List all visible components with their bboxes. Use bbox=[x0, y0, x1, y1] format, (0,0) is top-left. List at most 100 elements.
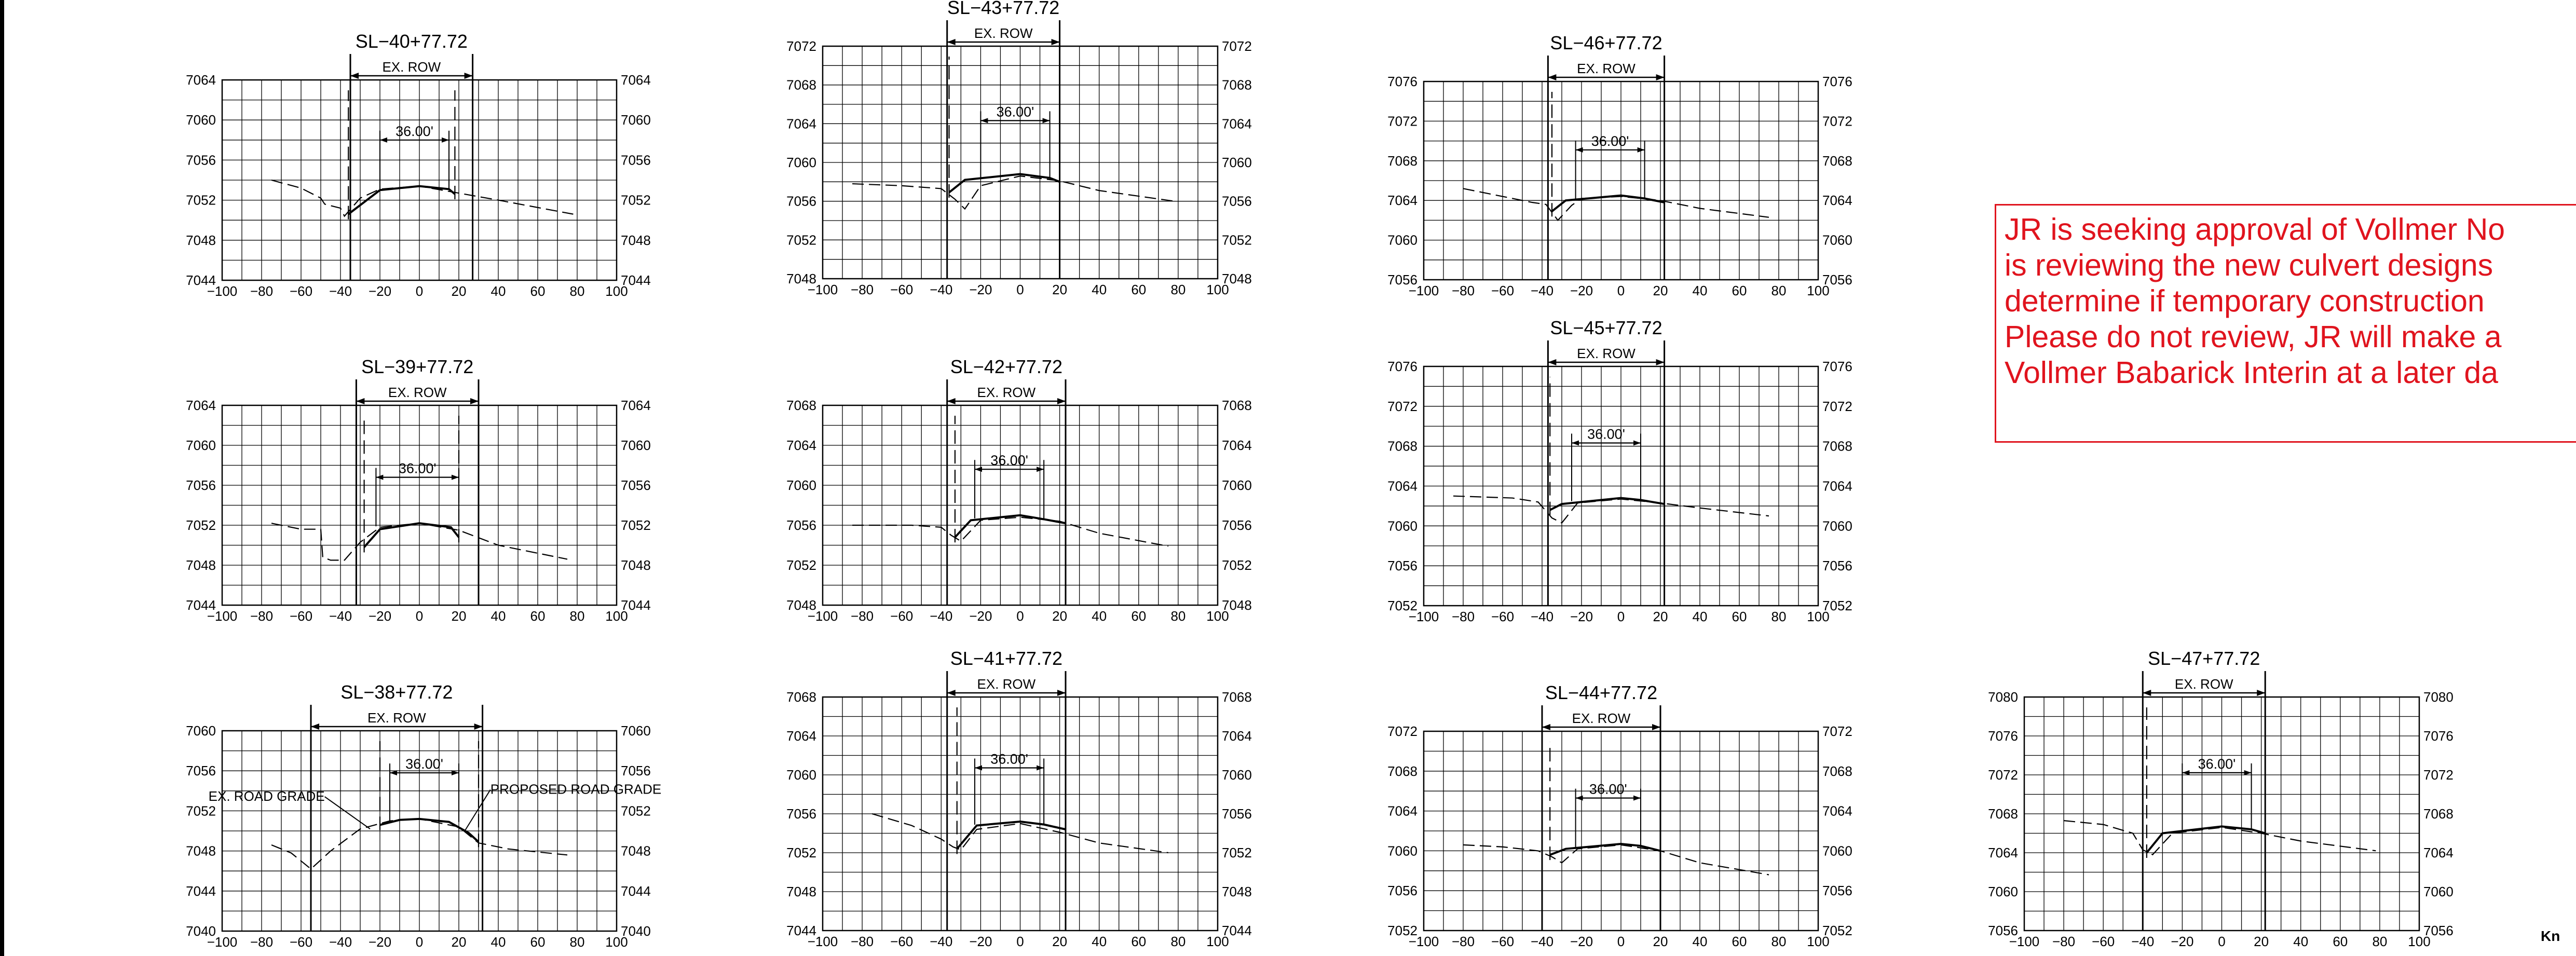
y-tick-label-left: 7072 bbox=[1387, 113, 1418, 129]
y-tick-label-right: 7064 bbox=[1822, 193, 1852, 208]
y-tick-label-right: 7072 bbox=[2423, 767, 2454, 783]
plot-frame bbox=[221, 79, 618, 281]
y-tick-label-left: 7060 bbox=[186, 723, 216, 739]
x-tick-label: 100 bbox=[1206, 608, 1229, 624]
y-tick-label-left: 7056 bbox=[1387, 272, 1418, 288]
x-tick-label: 60 bbox=[1732, 609, 1747, 624]
corner-label: Kn bbox=[2541, 928, 2560, 944]
y-tick-label-right: 7068 bbox=[1822, 439, 1852, 454]
y-tick-label-right: 7048 bbox=[621, 843, 651, 859]
x-tick-label: 0 bbox=[416, 283, 423, 299]
x-tick-label: −40 bbox=[329, 283, 352, 299]
y-tick-label-left: 7040 bbox=[186, 923, 216, 939]
x-tick-label: −20 bbox=[969, 934, 992, 949]
y-tick-label-left: 7068 bbox=[1387, 153, 1418, 169]
width-dimension-arrows bbox=[380, 137, 449, 143]
existing-ground-line bbox=[271, 818, 568, 870]
x-tick-label: 100 bbox=[1807, 934, 1829, 949]
y-tick-label-right: 7052 bbox=[621, 193, 651, 208]
cross-section-8: 7044 7044 7048 7048 7052 7052 7056 7056 7060 7060… bbox=[786, 648, 1252, 949]
x-tick-label: −40 bbox=[1531, 283, 1553, 298]
x-tick-label: −80 bbox=[1452, 283, 1475, 298]
width-dimension-arrows bbox=[980, 118, 1050, 124]
y-tick-label-left: 7068 bbox=[1387, 439, 1418, 454]
plot-frame bbox=[221, 404, 618, 606]
y-tick-label-right: 7060 bbox=[1222, 477, 1252, 493]
x-tick-label: 0 bbox=[1016, 282, 1024, 297]
y-tick-label-left: 7068 bbox=[1387, 763, 1418, 779]
x-tick-label: 60 bbox=[2333, 934, 2348, 949]
y-tick-label-right: 7064 bbox=[1222, 438, 1252, 453]
proposed-road-line bbox=[2146, 825, 2266, 854]
y-tick-label-left: 7052 bbox=[786, 557, 816, 573]
row-label: EX. ROW bbox=[2175, 676, 2233, 692]
proposed-road-line bbox=[948, 173, 1060, 194]
cross-section-1: 7044 7044 7048 7048 7052 7052 7056 7056 7060 7060… bbox=[186, 31, 651, 299]
x-tick-label: 100 bbox=[2408, 934, 2430, 949]
y-tick-label-right: 7052 bbox=[1822, 598, 1852, 613]
plot-frame bbox=[2023, 696, 2420, 932]
x-tick-label: −80 bbox=[1452, 609, 1475, 624]
y-tick-label-left: 7044 bbox=[786, 923, 816, 938]
cross-section-7: 7040 7040 7044 7044 7048 7048 7052 7052 7056 7056… bbox=[186, 681, 661, 950]
existing-ground-line bbox=[1453, 495, 1769, 524]
width-label: 36.00' bbox=[405, 756, 443, 772]
y-tick-label-right: 7060 bbox=[1222, 767, 1252, 783]
plot-frame bbox=[1423, 730, 1819, 932]
x-tick-label: −100 bbox=[808, 282, 838, 297]
y-tick-label-right: 7064 bbox=[1222, 116, 1252, 131]
x-tick-label: −40 bbox=[930, 608, 952, 624]
x-tick-label: −60 bbox=[1491, 609, 1514, 624]
y-tick-label-left: 7056 bbox=[786, 517, 816, 533]
proposed-road-line bbox=[954, 514, 1066, 538]
width-dimension-arrows bbox=[974, 765, 1044, 771]
y-tick-label-right: 7072 bbox=[1222, 38, 1252, 54]
x-tick-label: −40 bbox=[1531, 609, 1553, 624]
y-tick-label-right: 7052 bbox=[621, 517, 651, 533]
y-tick-label-right: 7080 bbox=[2423, 689, 2454, 705]
annotation-label: EX. ROAD GRADE bbox=[209, 788, 325, 804]
x-tick-label: 100 bbox=[1807, 609, 1829, 624]
y-tick-label-right: 7076 bbox=[2423, 728, 2454, 744]
y-tick-label-right: 7060 bbox=[1222, 155, 1252, 170]
x-tick-label: 0 bbox=[1016, 608, 1024, 624]
row-label: EX. ROW bbox=[367, 710, 426, 726]
x-tick-label: 80 bbox=[570, 608, 585, 624]
x-tick-label: −20 bbox=[2171, 934, 2193, 949]
y-tick-label-left: 7076 bbox=[1387, 74, 1418, 89]
y-tick-label-left: 7048 bbox=[786, 884, 816, 899]
y-tick-label-left: 7052 bbox=[1387, 598, 1418, 613]
section-title: SL−44+77.72 bbox=[1545, 682, 1657, 703]
x-tick-label: −40 bbox=[930, 282, 952, 297]
x-tick-label: −60 bbox=[290, 608, 312, 624]
existing-ground-line bbox=[852, 516, 1169, 547]
x-tick-label: 0 bbox=[416, 934, 423, 950]
y-tick-label-right: 7072 bbox=[1822, 113, 1852, 129]
x-tick-label: −40 bbox=[329, 608, 352, 624]
proposed-road-line bbox=[1549, 842, 1661, 856]
plot-frame bbox=[822, 696, 1219, 932]
y-tick-label-right: 7052 bbox=[1822, 923, 1852, 938]
y-tick-label-left: 7056 bbox=[186, 763, 216, 779]
x-tick-label: −60 bbox=[890, 934, 913, 949]
plot-frame bbox=[822, 404, 1219, 606]
x-tick-label: 60 bbox=[1732, 283, 1747, 298]
section-title: SL−41+77.72 bbox=[950, 648, 1062, 669]
x-tick-label: −100 bbox=[207, 283, 238, 299]
y-tick-label-left: 7048 bbox=[786, 597, 816, 613]
width-dimension-arrows bbox=[1572, 440, 1641, 446]
existing-ground-line bbox=[271, 179, 574, 217]
annotation-leader bbox=[324, 796, 371, 829]
cross-section-2: 7048 7048 7052 7052 7056 7056 7060 7060 7064 7064… bbox=[786, 0, 1252, 297]
x-tick-label: −80 bbox=[250, 608, 273, 624]
x-tick-label: 60 bbox=[530, 934, 546, 950]
x-tick-label: −60 bbox=[2092, 934, 2115, 949]
row-label: EX. ROW bbox=[977, 385, 1036, 400]
x-tick-label: 0 bbox=[1016, 934, 1024, 949]
y-tick-label-right: 7056 bbox=[621, 763, 651, 779]
x-tick-label: 40 bbox=[1092, 608, 1107, 624]
section-title: SL−45+77.72 bbox=[1550, 317, 1662, 338]
x-tick-label: 40 bbox=[491, 934, 506, 950]
x-tick-label: −40 bbox=[1531, 934, 1553, 949]
y-tick-label-right: 7064 bbox=[2423, 845, 2454, 861]
